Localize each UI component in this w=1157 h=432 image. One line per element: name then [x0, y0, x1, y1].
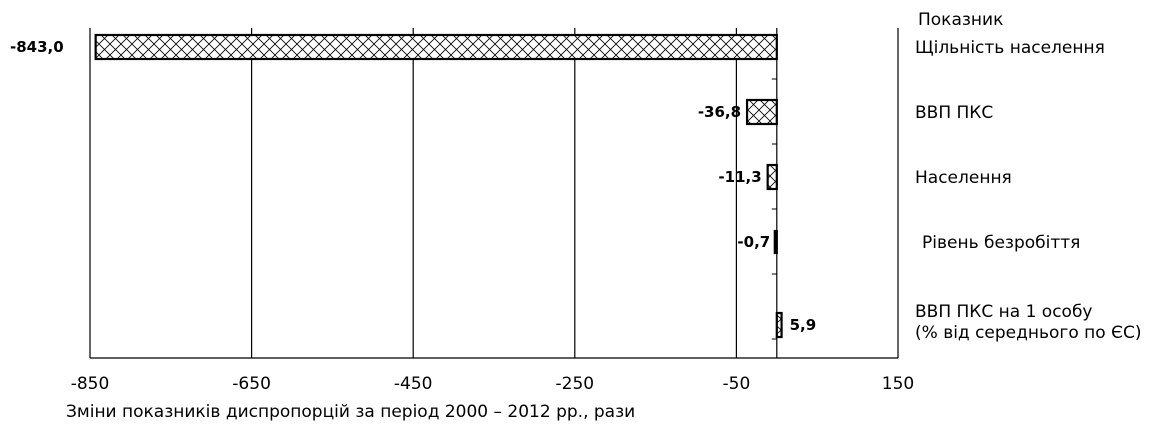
bar [775, 311, 783, 339]
bar [745, 98, 778, 126]
x-tick-label: -250 [556, 374, 595, 394]
data-label: -843,0 [10, 38, 64, 56]
data-label: -36,8 [698, 103, 741, 121]
x-tick-label: -650 [232, 374, 271, 394]
x-tick-label: -450 [394, 374, 433, 394]
x-tick-label: -850 [71, 374, 110, 394]
axes [90, 28, 898, 359]
x-tick-label: -50 [723, 374, 751, 394]
category-label: ВВП ПКС на 1 особу [915, 302, 1093, 322]
gridlines [89, 28, 899, 358]
data-label: -0,7 [737, 233, 770, 251]
category-label: Населення [915, 168, 1012, 188]
category-label: (% від середнього по ЄС) [915, 323, 1141, 343]
x-tick-label: 150 [882, 374, 914, 394]
bar [94, 33, 778, 61]
labels: -850 -650 -450 -250 -50 150 -843,0 Щільність на… [10, 38, 1141, 394]
legend-title: Показник [918, 10, 1003, 30]
category-label: Рівень безробіття [922, 233, 1080, 253]
bar [766, 163, 778, 191]
x-axis-title: Зміни показників диспропорцій за період … [66, 402, 635, 422]
data-label: -11,3 [718, 168, 761, 186]
category-label: ВВП ПКС [915, 103, 993, 123]
category-label: Щільність населення [915, 38, 1105, 58]
bars [94, 33, 783, 339]
data-label: 5,9 [790, 316, 817, 334]
